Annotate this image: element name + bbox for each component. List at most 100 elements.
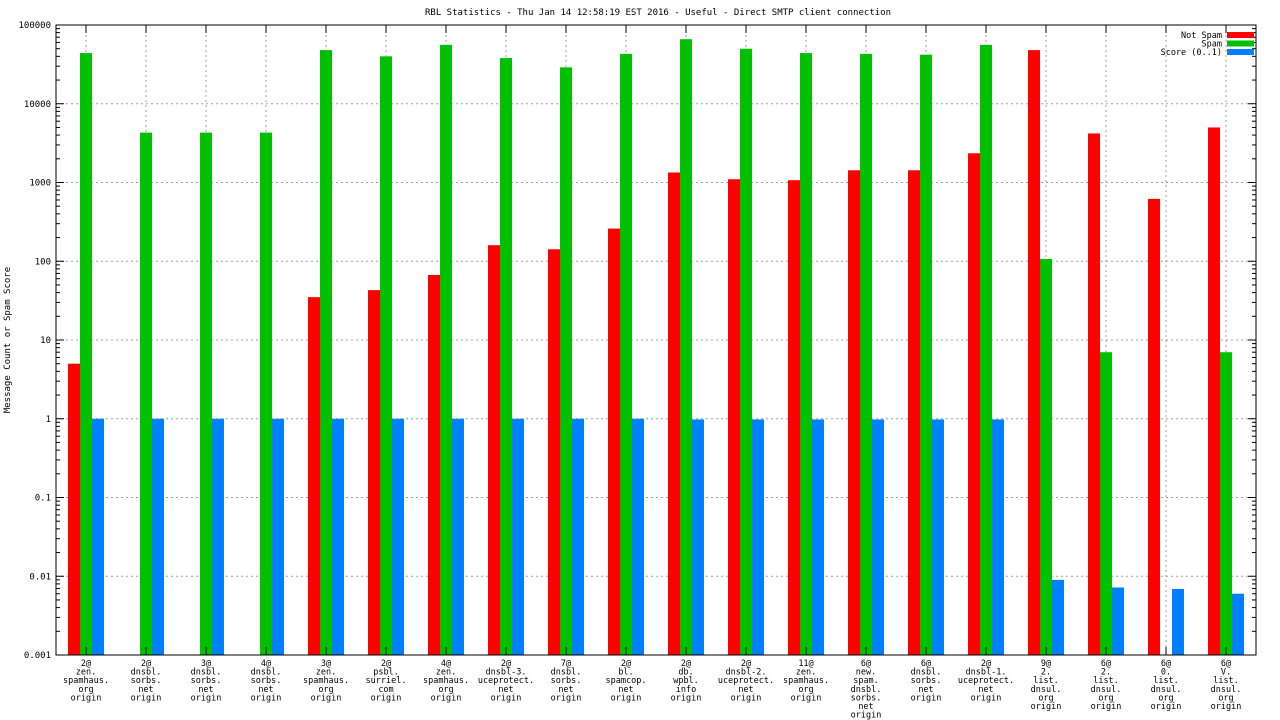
x-category-label-line: origin [491,693,522,703]
x-category-label-line: 9@ [1041,659,1051,669]
x-category-label-line: spamhaus. [63,676,109,686]
x-category-label-line: 6@ [1161,659,1171,669]
bar-spam [200,132,212,655]
x-category-label-line: origin [431,693,462,703]
bar-score-0-1 [572,418,584,655]
bar-not-spam [368,290,380,655]
x-category-label-line: org [78,685,93,695]
bar-score-0-1 [452,418,464,655]
x-category-label: 9@ 2. list. dnsul. org origin [1031,659,1062,712]
y-tick-label: 1 [46,415,51,425]
x-category-label: 2@ bl. spamcop. net origin [606,659,647,703]
x-category-label-line: 6@ [1101,659,1111,669]
bar-spam [500,58,512,655]
bar-not-spam [1088,133,1100,655]
x-category-label-line: origin [311,693,342,703]
x-category-label-line: net [138,685,153,695]
x-category-label-line: origin [1031,702,1062,712]
x-category-label-line: dnsbl. [251,668,282,678]
x-category-label-line: surriel. [366,676,407,686]
bar-score-0-1 [632,418,644,655]
x-category-label-line: dnsul. [1091,685,1122,695]
x-category-label-line: dnsbl. [911,668,942,678]
y-tick-label: 0.1 [35,494,51,504]
bar-score-0-1 [332,418,344,655]
x-category-label: 2@ zen. spamhaus. org origin [63,659,109,703]
x-category-label: 7@ dnsbl. sorbs. net origin [551,659,582,703]
x-category-label-line: list. [1093,676,1119,686]
x-category-label-line: sorbs. [131,676,162,686]
x-category-label-line: origin [971,693,1002,703]
bar-score-0-1 [872,419,884,655]
x-category-label-line: psbl. [373,668,399,678]
x-category-label: 4@ zen. spamhaus. org origin [423,659,469,703]
x-category-label-line: 6@ [921,659,931,669]
x-category-label: 11@ zen. spamhaus. org origin [783,659,829,703]
x-category-label-line: 7@ [561,659,571,669]
x-category-label-line: origin [1151,702,1182,712]
legend-label: Not Spam [1181,31,1222,41]
bar-not-spam [548,249,560,655]
bar-spam [80,53,92,655]
x-category-label-line: 2@ [981,659,991,669]
bar-score-0-1 [752,419,764,655]
bar-score-0-1 [152,418,164,655]
x-category-label-line: list. [1153,676,1179,686]
x-category-label-line: net [558,685,573,695]
x-category-label-line: list. [1033,676,1059,686]
bar-score-0-1 [392,418,404,655]
x-category-label-line: sorbs. [851,693,882,703]
bar-spam [1040,258,1052,655]
x-category-label-line: origin [611,693,642,703]
bar-score-0-1 [272,418,284,655]
x-category-label-line: zen. [316,668,336,678]
bar-score-0-1 [212,418,224,655]
bar-spam [1100,352,1112,655]
x-category-label-line: 3@ [201,659,211,669]
x-category-label-line: 4@ [441,659,451,669]
x-category-label-line: zen. [76,668,96,678]
x-category-label: 2@ dnsbl-3. uceprotect. net origin [478,659,534,703]
x-category-label-line: dnsbl. [551,668,582,678]
bar-spam [800,53,812,655]
x-category-label: 6@ dnsbl. sorbs. net origin [911,659,942,703]
bar-not-spam [608,228,620,655]
y-tick-label: 100 [35,257,51,267]
bar-spam [980,44,992,655]
bar-not-spam [1208,127,1220,655]
bar-spam [740,48,752,655]
bar-score-0-1 [1112,587,1124,655]
bar-not-spam [1028,50,1040,656]
x-category-label: 2@ psbl. surriel. com origin [366,659,407,703]
x-category-label: 4@ dnsbl. sorbs. net origin [251,659,282,703]
bar-score-0-1 [1232,593,1244,655]
y-tick-label: 0.001 [24,651,51,661]
x-category-label-line: origin [851,711,882,720]
x-category-label-line: net [858,702,873,712]
bar-spam [920,54,932,655]
x-category-label-line: net [498,685,513,695]
bar-score-0-1 [1172,588,1184,655]
x-category-label-line: 4@ [261,659,271,669]
x-category-label-line: 0. [1161,668,1171,678]
x-category-label-line: 2. [1041,668,1051,678]
x-category-label-line: V. [1221,668,1231,678]
x-category-label-line: 3@ [321,659,331,669]
x-category-label-line: net [978,685,993,695]
x-category-label-line: origin [1091,702,1122,712]
x-category-label-line: net [198,685,213,695]
y-tick-label: 10 [40,336,51,346]
x-category-label-line: spamhaus. [303,676,349,686]
x-category-label: 2@ db. wpbl. info origin [671,659,702,703]
bar-not-spam [668,172,680,656]
x-category-label-line: wpbl. [673,676,699,686]
x-category-label-line: origin [1211,702,1242,712]
bar-score-0-1 [992,419,1004,655]
x-category-label-line: zen. [436,668,456,678]
bar-not-spam [68,363,80,655]
x-category-label-line: 2@ [381,659,391,669]
bar-not-spam [488,245,500,656]
x-category-label-line: origin [791,693,822,703]
